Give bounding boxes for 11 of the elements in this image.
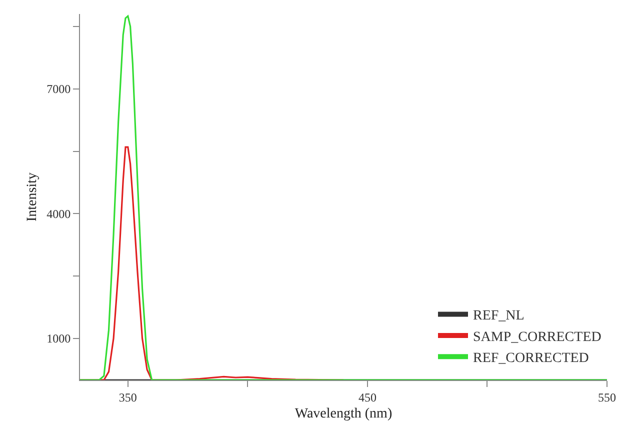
legend-label: REF_NL	[473, 308, 524, 324]
x-tick-label: 350	[118, 390, 137, 404]
y-tick-label: 7000	[46, 82, 71, 96]
x-tick-label: 450	[358, 390, 376, 404]
y-tick-label: 4000	[46, 206, 71, 221]
x-axis-title: Wavelength (nm)	[294, 406, 392, 422]
legend-label: SAMP_CORRECTED	[473, 330, 602, 345]
y-tick-label: 1000	[46, 332, 71, 346]
x-tick-label: 550	[598, 390, 616, 404]
legend-label: REF_CORRECTED	[473, 351, 589, 366]
y-axis-title: Intensity	[25, 172, 40, 222]
